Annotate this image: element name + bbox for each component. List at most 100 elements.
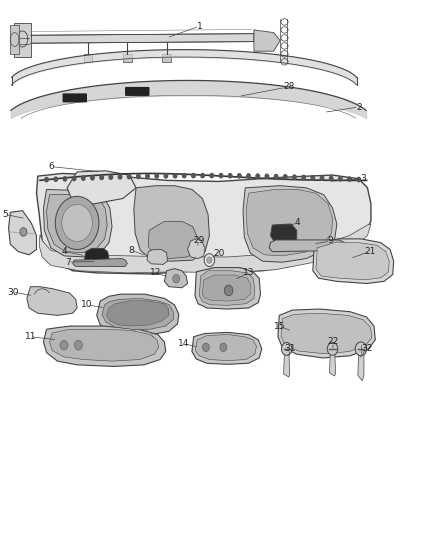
Polygon shape [84, 54, 92, 62]
Circle shape [274, 174, 278, 179]
Text: 13: 13 [243, 269, 254, 277]
Circle shape [355, 342, 367, 356]
Polygon shape [97, 294, 179, 335]
Circle shape [283, 175, 287, 179]
Circle shape [20, 228, 27, 236]
Polygon shape [102, 298, 173, 329]
Circle shape [146, 174, 149, 179]
FancyBboxPatch shape [63, 93, 87, 102]
Text: 4: 4 [61, 247, 67, 256]
Polygon shape [278, 309, 375, 358]
Circle shape [63, 177, 67, 181]
Circle shape [327, 343, 338, 356]
Polygon shape [164, 269, 187, 288]
Polygon shape [73, 259, 127, 266]
Text: 20: 20 [213, 249, 225, 258]
Text: 10: 10 [81, 300, 93, 309]
Circle shape [229, 174, 232, 178]
Text: 22: 22 [328, 337, 339, 346]
Circle shape [100, 175, 103, 180]
Polygon shape [36, 173, 371, 274]
Text: 7: 7 [66, 258, 71, 266]
Text: 32: 32 [361, 344, 372, 353]
Circle shape [204, 254, 215, 266]
Circle shape [282, 343, 292, 356]
Text: 14: 14 [177, 339, 189, 348]
Circle shape [219, 174, 223, 178]
Polygon shape [148, 221, 197, 259]
Circle shape [293, 175, 296, 179]
Circle shape [118, 175, 122, 179]
Polygon shape [313, 239, 394, 284]
Circle shape [224, 285, 233, 296]
Polygon shape [195, 335, 257, 361]
Circle shape [74, 341, 82, 350]
Circle shape [320, 176, 324, 180]
Polygon shape [195, 268, 261, 309]
Circle shape [137, 174, 140, 179]
Circle shape [207, 257, 212, 263]
Text: 2: 2 [356, 102, 361, 111]
Circle shape [45, 177, 48, 182]
Circle shape [81, 176, 85, 180]
Polygon shape [162, 54, 171, 62]
Polygon shape [30, 34, 254, 43]
Circle shape [201, 173, 205, 177]
Text: 4: 4 [295, 219, 300, 228]
Polygon shape [254, 30, 280, 51]
Circle shape [173, 274, 180, 283]
Polygon shape [271, 224, 297, 244]
Circle shape [302, 175, 305, 180]
Circle shape [247, 174, 250, 178]
Circle shape [164, 174, 168, 178]
Text: 31: 31 [284, 344, 296, 353]
Circle shape [237, 174, 241, 178]
Circle shape [72, 176, 76, 181]
Text: 30: 30 [7, 287, 19, 296]
Polygon shape [85, 248, 109, 262]
Polygon shape [27, 287, 77, 316]
Text: 29: 29 [194, 237, 205, 246]
Text: 15: 15 [273, 321, 285, 330]
Text: 21: 21 [364, 247, 375, 256]
Polygon shape [39, 224, 371, 273]
Polygon shape [9, 211, 36, 255]
Polygon shape [67, 171, 136, 205]
Circle shape [220, 343, 227, 352]
Polygon shape [316, 242, 389, 280]
Circle shape [155, 174, 159, 178]
Polygon shape [329, 351, 336, 376]
Polygon shape [123, 54, 132, 62]
Circle shape [210, 173, 214, 177]
Text: 11: 11 [25, 332, 36, 341]
Circle shape [55, 196, 99, 249]
Circle shape [348, 177, 351, 181]
Polygon shape [358, 351, 364, 381]
Text: 9: 9 [328, 237, 333, 246]
Polygon shape [284, 351, 290, 377]
Text: 8: 8 [129, 246, 134, 255]
Circle shape [60, 341, 68, 350]
Text: 12: 12 [150, 269, 161, 277]
Text: 5: 5 [2, 210, 8, 219]
Circle shape [183, 174, 186, 178]
Polygon shape [246, 189, 332, 256]
Polygon shape [134, 185, 209, 261]
Polygon shape [14, 23, 31, 56]
FancyBboxPatch shape [125, 87, 149, 96]
Polygon shape [49, 329, 159, 361]
Polygon shape [11, 25, 19, 54]
Circle shape [192, 173, 195, 177]
Circle shape [329, 176, 333, 181]
Polygon shape [281, 313, 372, 354]
Polygon shape [243, 185, 337, 262]
Circle shape [62, 204, 92, 241]
Text: 3: 3 [360, 174, 366, 183]
Text: 28: 28 [283, 82, 294, 91]
Circle shape [54, 177, 57, 181]
Polygon shape [106, 301, 169, 326]
Polygon shape [269, 240, 346, 252]
Circle shape [127, 174, 131, 179]
Circle shape [256, 174, 259, 179]
Polygon shape [192, 333, 262, 365]
